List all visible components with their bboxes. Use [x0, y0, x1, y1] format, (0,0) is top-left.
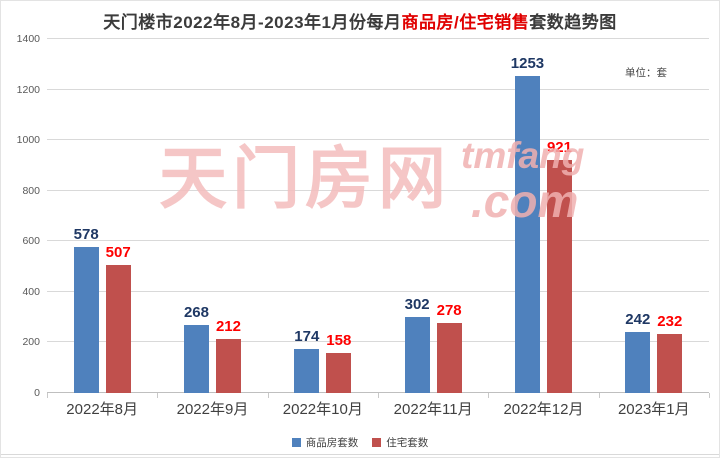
y-axis-tick-label: 0	[34, 387, 40, 399]
x-axis-tick	[47, 393, 48, 398]
x-axis-label: 2022年12月	[503, 401, 584, 418]
x-axis-tick	[488, 393, 490, 398]
legend-label: 商品房套数	[305, 437, 359, 449]
bar-住宅套数: 232	[657, 313, 682, 393]
bar-value-label: 278	[436, 301, 462, 319]
bar-group: 302 278	[378, 39, 488, 393]
bar-value-label: 242	[625, 310, 651, 328]
chart-title-highlight: 商品房/住宅销售	[401, 13, 530, 32]
bar-value-label: 268	[183, 304, 209, 322]
x-axis-label: 2023年1月	[617, 401, 690, 418]
bar-value-label: 302	[404, 295, 430, 313]
bar-group: 174 158	[268, 39, 378, 393]
y-axis-tick-label: 1400	[16, 33, 40, 45]
gridline	[47, 240, 709, 242]
plot-area: 0 200 400 600 800 1000 1200 1400 578 507 268 212 17…	[17, 33, 710, 399]
gridline	[47, 341, 709, 343]
x-axis-label: 2022年11月	[393, 401, 473, 418]
gridline	[47, 38, 709, 39]
legend-item: 商品房套数	[291, 435, 359, 450]
chart-title-suffix: 套数趋势图	[529, 13, 617, 32]
bar-value-label: 578	[73, 225, 99, 243]
bar-住宅套数: 212	[216, 318, 241, 393]
legend-item: 住宅套数	[372, 435, 428, 450]
bar-住宅套数: 278	[437, 302, 462, 393]
chart-title-prefix: 天门楼市2022年8月-2023年1月份每月	[103, 13, 402, 32]
bar-商品房套数: 268	[184, 304, 209, 393]
x-axis-tick	[267, 393, 269, 398]
y-axis-tick-label: 600	[22, 235, 40, 248]
bars-area: 578 507 268 212 174 158 302 278 1253 921 242 232	[47, 39, 709, 393]
legend-label: 住宅套数	[386, 437, 429, 449]
bar-商品房套数: 174	[294, 328, 319, 393]
chart-title: 天门楼市2022年8月-2023年1月份每月商品房/住宅销售套数趋势图	[1, 8, 719, 33]
bar-商品房套数: 1253	[511, 55, 544, 393]
gridline	[47, 290, 709, 292]
x-axis-ticks	[47, 393, 710, 398]
x-axis-label: 2022年9月	[176, 401, 249, 418]
x-axis-tick	[157, 393, 159, 398]
bar-value-label: 921	[546, 139, 572, 157]
y-axis-tick-label: 200	[22, 336, 40, 349]
x-axis-label: 2022年10月	[282, 401, 363, 418]
legend: 商品房套数 住宅套数	[1, 435, 719, 450]
y-axis-tick-label: 400	[22, 285, 40, 298]
x-axis-line	[47, 392, 709, 393]
gridline	[47, 139, 709, 141]
bar-group: 268 212	[157, 39, 267, 393]
bar-住宅套数: 507	[106, 244, 131, 393]
x-axis-tick	[378, 393, 379, 398]
bar-group: 242 232	[599, 39, 709, 393]
x-axis-label: 2022年8月	[66, 401, 139, 418]
bar-value-label: 1253	[510, 55, 545, 73]
bar-group: 1253 921	[488, 39, 598, 393]
bar-商品房套数: 578	[74, 226, 99, 393]
bar-value-label: 507	[105, 243, 131, 261]
gridline	[47, 88, 709, 90]
x-axis-tick	[709, 393, 710, 398]
legend-swatch-icon	[372, 438, 382, 447]
x-axis-labels: 2022年8月 2022年9月 2022年10月 2022年11月 2022年12月 20…	[47, 398, 709, 419]
bar-住宅套数: 158	[326, 332, 351, 393]
bar-商品房套数: 242	[625, 311, 650, 393]
unit-label: 单位：套	[625, 67, 667, 79]
bar-value-label: 232	[657, 313, 683, 331]
bar-value-label: 174	[294, 328, 320, 346]
bar-value-label: 158	[326, 332, 352, 350]
y-axis-tick-label: 1000	[16, 134, 40, 147]
bottom-divider	[1, 454, 719, 455]
bar-group: 578 507	[47, 39, 157, 393]
y-axis-tick-label: 1200	[16, 83, 40, 96]
bar-住宅套数: 921	[547, 139, 572, 393]
y-axis-tick-label: 800	[22, 184, 40, 197]
x-axis-tick	[598, 393, 600, 398]
bar-value-label: 212	[215, 318, 241, 336]
gridline	[47, 189, 709, 191]
bar-商品房套数: 302	[405, 296, 430, 393]
legend-swatch-icon	[291, 438, 301, 447]
